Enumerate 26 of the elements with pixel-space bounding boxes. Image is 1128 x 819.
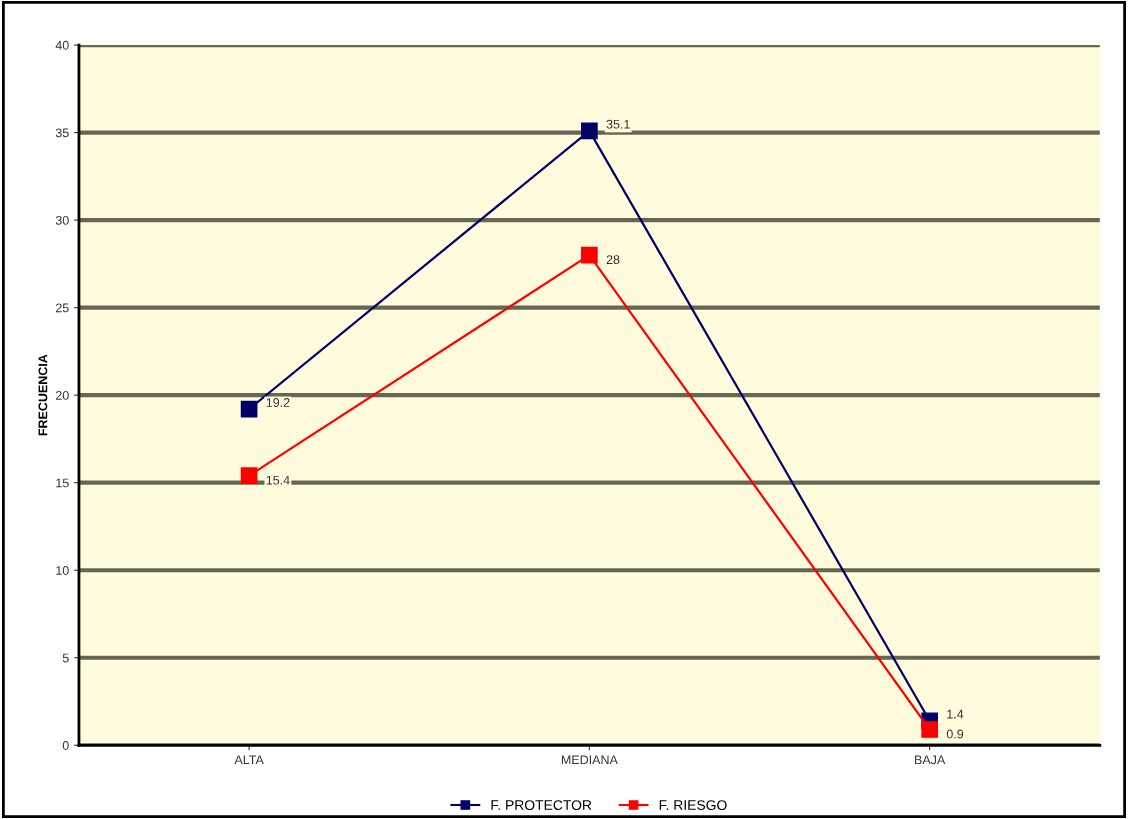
y-tick-label: 0 [62, 741, 69, 750]
y-tick-label: 25 [55, 303, 69, 313]
x-tick-label: MEDIANA [561, 755, 618, 765]
data-label: 15.4 [266, 475, 290, 485]
data-label: 19.2 [266, 398, 290, 407]
y-tick-label: 5 [62, 653, 69, 663]
data-label: 1.4 [947, 709, 964, 719]
point [921, 721, 938, 738]
point [581, 122, 598, 140]
legend-label: F. RIESGO [659, 800, 727, 811]
point [581, 246, 598, 264]
y-tick-label: 10 [56, 566, 69, 575]
x-tick-label: ALTA [234, 755, 264, 765]
y-tick-label: 30 [55, 215, 69, 225]
point [240, 467, 258, 485]
y-tick-label: 40 [55, 40, 69, 50]
y-tick-label: 20 [55, 390, 69, 400]
data-label: 35.1 [606, 119, 630, 129]
y-axis-title: FRECUENCIA [38, 354, 48, 436]
data-label: 28 [606, 255, 620, 265]
legend-label: F. PROTECTOR [491, 800, 592, 811]
data-label: 0.9 [946, 729, 964, 739]
point [240, 400, 258, 418]
x-tick-label: BAJA [915, 755, 946, 765]
y-tick-label: 35 [55, 128, 69, 138]
y-tick-label: 15 [56, 478, 69, 488]
